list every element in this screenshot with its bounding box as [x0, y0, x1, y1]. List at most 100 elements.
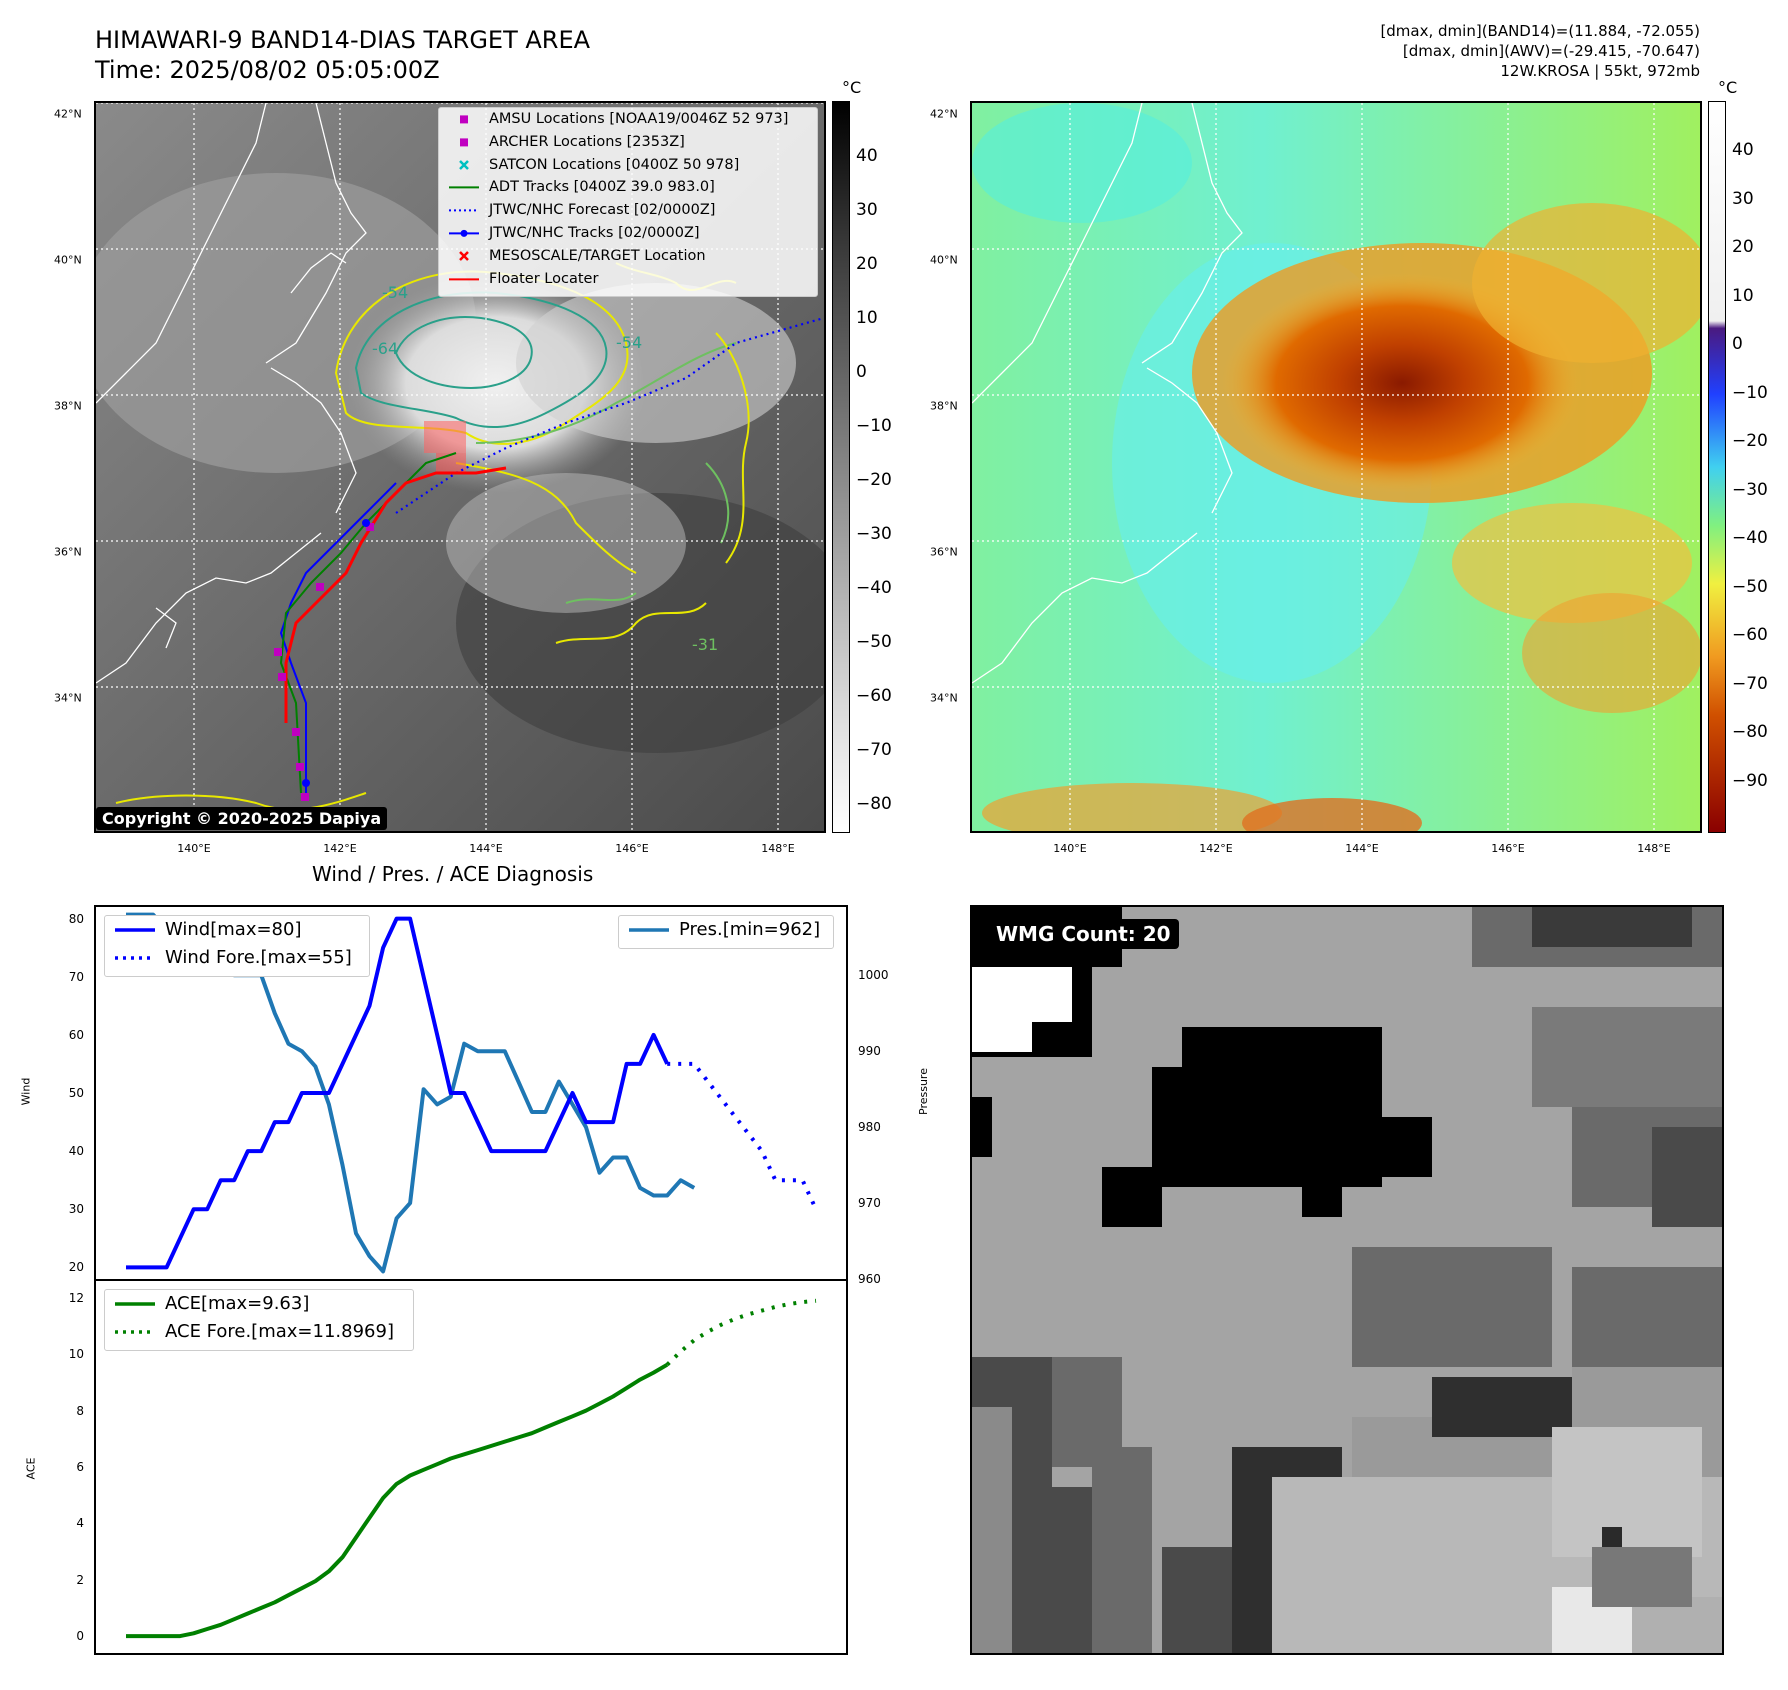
wmg-image [972, 907, 1722, 1653]
legend-item-adt: ADT Tracks [0400Z 39.0 983.0] [439, 176, 817, 199]
axis-tick-label: 2 [76, 1572, 84, 1587]
legend-label: JTWC/NHC Forecast [02/0000Z] [489, 202, 716, 219]
contour-label: -54 [382, 283, 409, 302]
axis-tick-label: 70 [68, 969, 84, 984]
lon-label: 146°E [615, 842, 649, 855]
legend-item-pres: Pres.[min=962] [619, 916, 833, 944]
axis-tick-label: 0 [76, 1629, 84, 1644]
colorbar-tick-label: 0 [856, 362, 867, 382]
colorbar-tick-label: 0 [1732, 334, 1743, 354]
main-title: HIMAWARI-9 BAND14-DIAS TARGET AREA [95, 26, 591, 54]
axis-tick-label: 980 [858, 1120, 881, 1135]
axis-tick-label: 10 [68, 1347, 84, 1362]
colorbar-tick-label: 20 [1732, 237, 1754, 257]
lat-label: 40°N [930, 253, 958, 267]
lat-label: 36°N [54, 545, 82, 559]
legend-label: ARCHER Locations [2353Z] [489, 133, 685, 150]
legend-label: SATCON Locations [0400Z 50 978] [489, 156, 740, 173]
colorbar-tick-label: 30 [1732, 188, 1754, 209]
line-icon [449, 277, 479, 280]
awv-map-panel [970, 101, 1702, 833]
dotted-line-icon [449, 209, 479, 212]
storm-info: 12W.KROSA | 55kt, 972mb [1500, 62, 1700, 80]
lon-label: 140°E [177, 842, 211, 855]
lon-label: 140°E [1053, 842, 1087, 855]
axis-tick-label: 970 [858, 1196, 881, 1211]
legend-item-archer: ARCHER Locations [2353Z] [439, 131, 817, 154]
diagnosis-title: Wind / Pres. / ACE Diagnosis [312, 862, 594, 886]
colorbar-tick-label: −20 [1732, 431, 1768, 451]
lat-label: 38°N [930, 399, 958, 413]
wind-series-line [126, 916, 670, 1270]
square-marker-icon [460, 115, 468, 124]
wind-forecast-series-line [667, 1061, 818, 1211]
awv-map-image [972, 103, 1700, 831]
legend-label: Floater Locater [489, 270, 599, 287]
contour-label: -54 [616, 333, 643, 352]
colorbar-tick-label: −30 [1732, 479, 1768, 500]
pressure-legend: Pres.[min=962] [618, 915, 834, 949]
axis-tick-label: 80 [68, 911, 84, 926]
dotted-line-icon [115, 1330, 155, 1334]
axis-tick-label: 30 [68, 1202, 84, 1217]
legend-label: JTWC/NHC Tracks [02/0000Z] [489, 224, 700, 241]
colorbar-tick-label: 10 [1732, 285, 1754, 306]
time-label: Time: 2025/08/02 05:05:00Z [95, 56, 440, 84]
colorbar-unit: °C [842, 78, 862, 97]
colorbar-tick-label: −60 [856, 686, 892, 706]
ace-forecast-series-line [665, 1298, 817, 1367]
colorbar-unit: °C [1718, 78, 1738, 97]
wind-axis-label: Wind [19, 1077, 33, 1106]
axis-tick-label: 60 [68, 1027, 84, 1042]
lon-label: 144°E [469, 842, 503, 855]
lon-label: 146°E [1491, 842, 1525, 855]
lat-label: 38°N [54, 399, 82, 413]
colorbar-tick-label: −20 [856, 470, 892, 490]
colorbar-tick-label: −30 [856, 524, 892, 544]
axis-tick-label: 960 [858, 1272, 881, 1286]
legend-label: Pres.[min=962] [679, 919, 821, 940]
lat-label: 34°N [930, 691, 958, 705]
square-marker-icon [460, 138, 468, 147]
colorbar-tick-label: 40 [1732, 140, 1754, 160]
lat-label: 36°N [930, 545, 958, 559]
legend-item-forecast: JTWC/NHC Forecast [02/0000Z] [439, 199, 817, 222]
legend-item-ace-fore: ACE Fore.[max=11.8969] [105, 1318, 413, 1346]
colorbar-tick-label: −80 [856, 794, 892, 814]
wind-legend: Wind[max=80] Wind Fore.[max=55] [104, 915, 370, 977]
line-icon [449, 186, 479, 189]
lat-label: 40°N [54, 253, 82, 267]
contour-label: -31 [692, 635, 719, 654]
x-marker-icon [459, 250, 469, 261]
colorbar-tick-label: 40 [856, 146, 878, 166]
lon-label: 144°E [1345, 842, 1379, 855]
legend-item-target: MESOSCALE/TARGET Location [439, 245, 817, 268]
lon-label: 142°E [323, 842, 357, 855]
legend-item-tracks: JTWC/NHC Tracks [02/0000Z] [439, 222, 817, 245]
colorbar-tick-label: −40 [1732, 528, 1768, 548]
legend-item-satcon: SATCON Locations [0400Z 50 978] [439, 154, 817, 177]
legend-label: Wind Fore.[max=55] [165, 947, 352, 968]
gray-colorbar [832, 101, 850, 833]
legend-item-amsu: AMSU Locations [NOAA19/0046Z 52 973] [439, 108, 817, 131]
colorbar-tick-label: −40 [856, 578, 892, 598]
copyright-badge: Copyright © 2020-2025 Dapiya [96, 807, 388, 830]
colorbar-tick-label: −10 [856, 416, 892, 436]
wmg-panel: WMG Count: 20 [970, 905, 1724, 1655]
ace-legend: ACE[max=9.63] ACE Fore.[max=11.8969] [104, 1289, 414, 1351]
legend-label: MESOSCALE/TARGET Location [489, 247, 706, 264]
lon-label: 148°E [1637, 842, 1671, 855]
awv-range: [dmax, dmin](AWV)=(-29.415, -70.647) [1402, 42, 1700, 60]
lon-label: 142°E [1199, 842, 1233, 855]
lat-label: 42°N [54, 107, 82, 121]
ir-map-panel: -54 -64 -54 -31 AMSU Locations [NOAA19/0… [94, 101, 826, 833]
legend-label: Wind[max=80] [165, 919, 302, 940]
legend-label: ACE[max=9.63] [165, 1293, 310, 1314]
colorbar-tick-label: −90 [1732, 770, 1768, 791]
ace-series-line [126, 1362, 669, 1639]
colorbar-tick-label: −10 [1732, 382, 1768, 403]
x-marker-icon [459, 159, 469, 170]
legend-item-wind: Wind[max=80] [105, 916, 369, 944]
awv-colorbar [1708, 101, 1726, 833]
colorbar-tick-label: −50 [1732, 576, 1768, 597]
